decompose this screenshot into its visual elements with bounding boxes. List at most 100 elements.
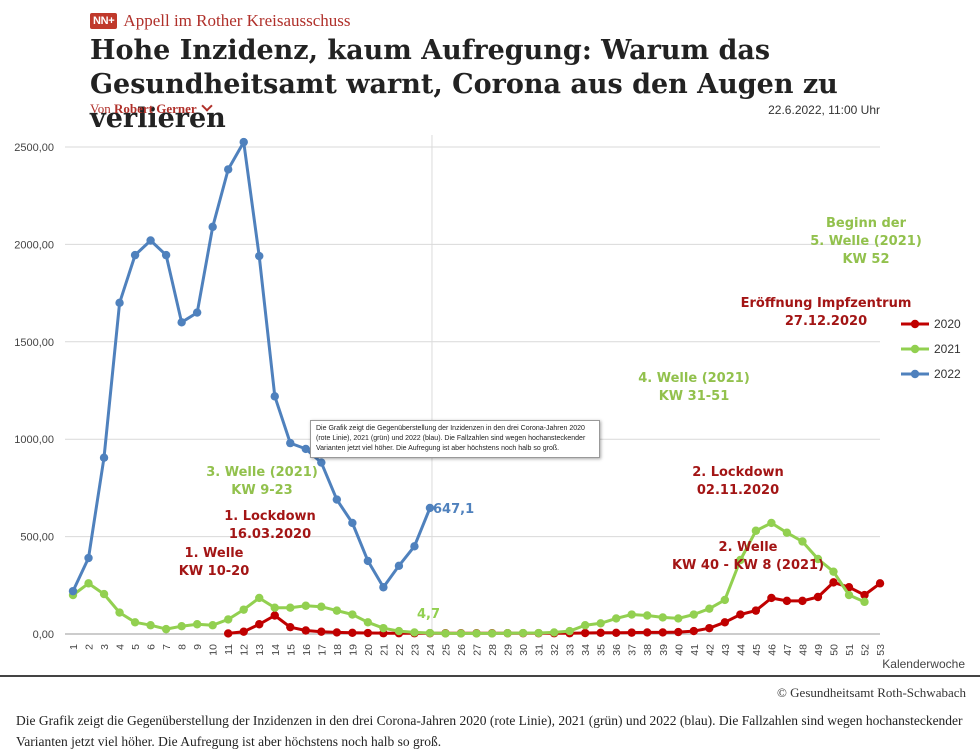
data-point-2022 [115,298,124,308]
author-link[interactable]: Robert Gerner [113,101,197,116]
data-point-2020 [580,628,590,638]
legend-marker-2022 [910,369,920,379]
annotation-welle4: 4. Welle (2021) [638,371,750,386]
data-point-2020 [689,626,698,636]
article-headline: Hohe Inzidenz, kaum Aufregung: Warum das… [90,35,838,134]
annotation-welle2: 2. Welle [719,540,778,555]
data-point-2021 [286,603,295,612]
data-point-2021 [84,579,93,588]
annotation-impfzentrum: 27.12.2020 [785,314,867,329]
x-tick-label: 15 [285,644,297,656]
x-tick-label: 10 [208,644,220,656]
x-tick-label: 30 [518,644,530,656]
article-kicker[interactable]: Appell im Rother Kreisausschuss [123,11,351,30]
y-tick-label: 2500,00 [14,142,54,154]
x-tick-label: 47 [782,644,794,656]
data-point-2020 [736,610,745,619]
data-point-2020 [627,628,636,637]
data-point-2021 [627,610,636,619]
data-point-2020 [720,618,730,627]
annotation-welle1: 1. Welle [185,546,244,561]
x-tick-label: 35 [596,644,608,656]
data-point-2021 [503,629,512,638]
data-point-2022 [161,250,171,260]
x-tick-label: 49 [813,644,825,656]
annotation-welle2: KW 40 - KW 8 (2021) [672,558,824,573]
data-point-2021 [255,593,264,603]
series-2021 [68,518,869,638]
x-tick-label: 33 [565,644,577,656]
x-tick-label: 19 [347,644,359,656]
data-point-2022 [177,318,186,327]
x-tick-label: 1 [68,644,80,650]
data-point-2021 [99,589,109,599]
data-point-2021 [224,615,233,624]
data-point-2022 [146,236,155,245]
series-line-2022 [71,140,432,592]
x-tick-label: 17 [316,644,328,656]
data-point-2022 [348,518,357,528]
byline-prefix: Von [90,101,111,116]
data-point-2021 [348,610,357,619]
x-tick-label: 40 [673,644,685,656]
annotation-welle3: 3. Welle (2021) [206,465,318,480]
value-label-647: 647,1 [433,502,474,517]
data-point-2020 [270,611,279,620]
x-tick-label: 23 [409,644,421,656]
x-tick-label: 32 [549,644,561,656]
data-point-2022 [317,458,326,467]
data-point-2021 [751,526,761,535]
x-tick-label: 14 [270,644,282,656]
x-tick-label: 53 [875,644,887,656]
data-point-2021 [456,629,466,638]
data-point-2020 [658,628,667,637]
data-point-2022 [332,495,342,504]
data-point-2021 [146,621,155,630]
annotation-welle5: 5. Welle (2021) [810,234,922,249]
data-point-2021 [580,621,590,630]
data-point-2021 [658,613,667,622]
data-point-2021 [301,601,310,610]
data-point-2022 [270,392,279,401]
image-caption: Die Grafik zeigt die Gegenüberstellung d… [16,713,963,749]
data-point-2020 [751,606,761,615]
x-tick-label: 31 [534,644,546,656]
data-point-2021 [720,595,730,605]
data-point-2022 [192,308,202,317]
x-tick-label: 48 [797,644,809,656]
legend-label-2021: 2021 [934,342,961,356]
series-2022 [68,137,435,596]
y-tick-label: 1000,00 [14,434,54,446]
data-point-2020 [875,579,885,588]
data-point-2021 [782,528,792,537]
data-point-2021 [270,603,279,612]
data-point-2021 [798,537,807,546]
data-point-2022 [425,503,435,513]
chevron-down-icon[interactable] [200,100,213,112]
data-point-2021 [332,606,342,615]
data-point-2020 [798,596,807,606]
data-point-2021 [130,618,140,627]
data-point-2021 [534,628,543,638]
image-tooltip: Die Grafik zeigt die Gegenüberstellung d… [310,420,600,458]
x-tick-label: 26 [456,644,468,656]
data-point-2020 [348,628,357,638]
annotation-welle1: KW 10-20 [179,564,250,579]
data-point-2021 [518,628,528,638]
x-tick-label: 51 [844,644,856,656]
data-point-2022 [394,561,404,571]
data-point-2020 [286,622,295,632]
data-point-2021 [689,610,698,619]
publish-date: 22.6.2022, 11:00 Uhr [768,103,880,117]
x-tick-label: 20 [363,644,375,656]
x-tick-label: 25 [440,644,452,656]
data-point-2020 [782,596,792,606]
data-point-2021 [472,629,481,638]
x-tick-label: 9 [192,644,204,650]
annotation-impfzentrum: Eröffnung Impfzentrum [741,296,912,311]
data-point-2021 [239,605,248,614]
annotation-lockdown2: 02.11.2020 [697,483,779,498]
data-point-2022 [363,556,373,566]
data-point-2022 [286,438,295,448]
data-point-2020 [860,590,869,600]
